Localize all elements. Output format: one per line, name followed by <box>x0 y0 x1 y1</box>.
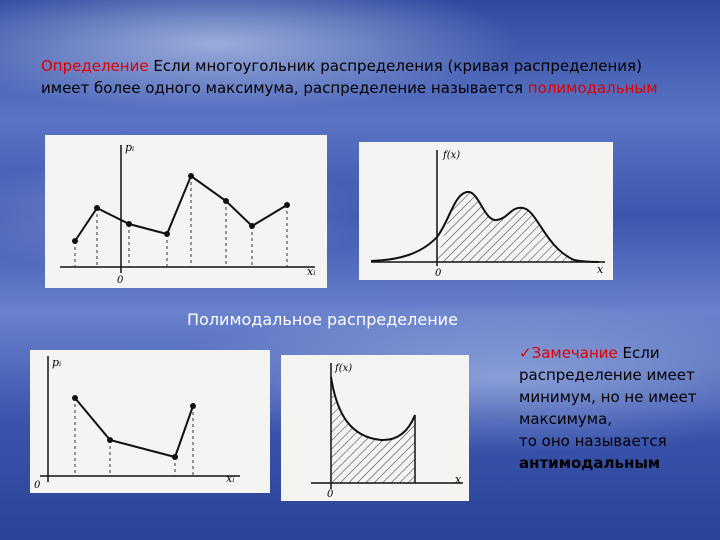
axis-label-xi: xᵢ <box>307 265 315 278</box>
polymodal-curve-graph: f(x) x 0 <box>359 142 613 280</box>
definition-text-2: имеет более одного максимума, распределе… <box>41 79 528 97</box>
remark-line-1: ✓Замечание Если <box>519 342 719 364</box>
definition-highlight: полимодальным <box>527 79 658 97</box>
remark-line-5: то оно называется <box>519 432 667 450</box>
definition-line-2: имеет более одного максимума, распределе… <box>41 77 658 99</box>
axis-label-pi-2: pᵢ <box>52 356 61 369</box>
definition-text-1: Если многоугольник распределения (кривая… <box>148 57 642 75</box>
axis-label-xi-2: xᵢ <box>226 472 234 485</box>
polymodal-polygon-graph: pᵢ xᵢ 0 <box>45 135 327 288</box>
axis-label-pi: pᵢ <box>125 141 134 154</box>
axis-label-fx-2: f(x) <box>334 363 352 374</box>
axis-label-x-2: x <box>455 473 462 486</box>
axis-label-zero-3: 0 <box>34 480 41 491</box>
antimodal-curve-graph: f(x) x 0 <box>281 355 469 501</box>
axis-label-zero-2: 0 <box>435 268 442 279</box>
remark-check-icon: ✓ <box>519 344 532 362</box>
definition-line-1: Определение Если многоугольник распредел… <box>41 55 642 77</box>
definition-term: Определение <box>41 57 149 75</box>
remark-line-3: минимум, но не имеет <box>519 388 697 406</box>
axis-label-zero: 0 <box>117 275 124 286</box>
remark-text-1: Если <box>617 344 660 362</box>
remark-block: ✓Замечание Если распределение имеет мини… <box>519 342 719 474</box>
antimodal-polygon-graph: pᵢ xᵢ 0 <box>30 350 270 493</box>
remark-line-4: максимума, <box>519 410 613 428</box>
axis-label-zero-4: 0 <box>327 489 334 500</box>
caption: Полимодальное распределение <box>187 310 458 329</box>
remark-line-2: распределение имеет <box>519 366 695 384</box>
axis-label-x: x <box>597 263 604 276</box>
remark-term: Замечание <box>531 344 618 362</box>
axis-label-fx: f(x) <box>442 150 460 161</box>
remark-highlight: антимодальным <box>519 454 661 472</box>
